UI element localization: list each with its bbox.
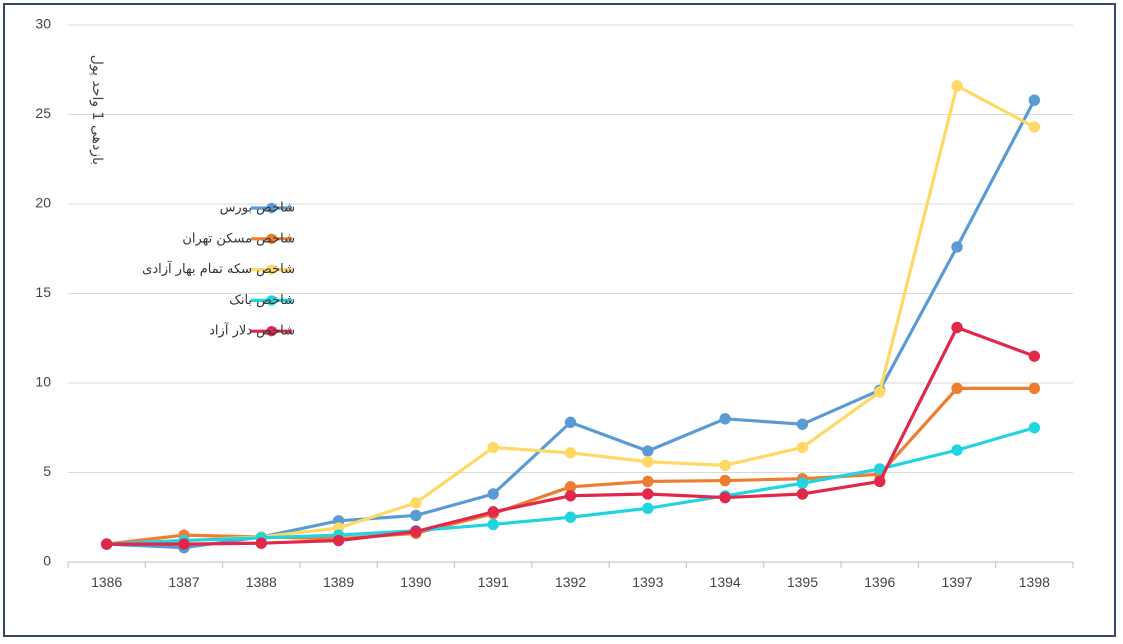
data-point: [951, 80, 963, 92]
y-axis-label: بازدهی 1 واحد پول: [89, 55, 105, 165]
legend-label: شاخص مسکن تهران: [182, 231, 295, 246]
legend-swatch-marker: [266, 202, 277, 214]
data-point: [874, 475, 886, 488]
data-point: [1028, 121, 1041, 133]
grid-lines: [68, 24, 1073, 473]
y-tick-label: 15: [35, 284, 51, 300]
chart-frame: 0 5 10 15 20 25 30 1386 1387 1388 1389 1390 1391 1392…: [3, 3, 1116, 637]
data-point: [564, 416, 577, 429]
y-tick-label: 25: [35, 105, 51, 121]
legend: شاخص بورس شاخص مسکن تهران شاخص سکه تمام به…: [142, 201, 295, 339]
x-tick-label: 1390: [400, 574, 431, 590]
x-tick-label: 1388: [246, 574, 277, 590]
legend-label: شاخص دلار آزاد: [209, 322, 295, 339]
series-4: [100, 321, 1041, 550]
line-chart: 0 5 10 15 20 25 30 1386 1387 1388 1389 1390 1391 1392…: [35, 16, 1074, 590]
data-point: [719, 474, 731, 487]
data-point: [1028, 422, 1041, 434]
legend-item: شاخص بانک: [229, 293, 295, 308]
data-point: [564, 490, 577, 502]
legend-label: شاخص بورس: [220, 201, 295, 216]
data-point: [564, 511, 577, 523]
legend-label: شاخص سکه تمام بهار آزادی: [142, 260, 295, 277]
data-point: [564, 447, 577, 459]
x-tick-label: 1393: [632, 574, 663, 590]
x-tick-label: 1392: [555, 574, 586, 590]
data-point: [796, 418, 809, 430]
legend-swatch-marker: [266, 295, 277, 306]
y-tick-label: 10: [35, 374, 51, 390]
legend-item: شاخص بورس: [220, 201, 295, 216]
series-lines: [100, 80, 1041, 554]
legend-swatch-marker: [266, 233, 277, 244]
legend-swatch-marker: [266, 264, 277, 275]
x-tick-label: 1389: [323, 574, 354, 590]
data-point: [410, 509, 422, 522]
x-tick-label: 1394: [710, 574, 741, 590]
data-point: [719, 413, 731, 425]
data-point: [719, 459, 731, 472]
data-point: [487, 518, 499, 531]
x-tick-label: 1398: [1019, 574, 1050, 590]
x-tick-label: 1395: [787, 574, 818, 590]
data-point: [487, 441, 499, 454]
data-point: [178, 538, 190, 550]
y-tick-label: 30: [35, 16, 51, 32]
legend-swatch-marker: [266, 326, 277, 337]
data-point: [642, 502, 654, 514]
data-point: [410, 525, 422, 538]
data-point: [410, 497, 422, 509]
x-tick-label: 1396: [864, 574, 895, 590]
legend-label: شاخص بانک: [229, 293, 295, 308]
data-point: [642, 445, 654, 457]
x-tick-label: 1387: [168, 574, 199, 590]
data-point: [1028, 350, 1041, 362]
series-line: [105, 84, 1036, 546]
data-point: [951, 321, 963, 334]
data-point: [951, 444, 963, 456]
data-point: [487, 506, 499, 518]
data-point: [796, 477, 809, 489]
y-tick-label: 20: [35, 195, 51, 211]
y-tick-label: 5: [43, 463, 51, 479]
data-point: [332, 534, 345, 547]
data-point: [874, 386, 886, 398]
data-point: [1028, 382, 1041, 395]
data-point: [487, 488, 499, 500]
x-tick-label: 1397: [941, 574, 972, 590]
legend-item: شاخص دلار آزاد: [209, 322, 295, 339]
legend-item: شاخص مسکن تهران: [182, 231, 295, 246]
data-point: [719, 491, 731, 504]
data-point: [1028, 94, 1041, 106]
data-point: [796, 441, 809, 454]
legend-item: شاخص سکه تمام بهار آزادی: [142, 260, 295, 277]
data-point: [642, 488, 654, 500]
x-tick-label: 1391: [478, 574, 509, 590]
series-1: [100, 382, 1041, 550]
x-tick-label: 1386: [91, 574, 122, 590]
data-point: [255, 537, 267, 549]
data-point: [796, 488, 809, 500]
axes: 0 5 10 15 20 25 30 1386 1387 1388 1389 1390 1391 1392…: [35, 16, 1074, 590]
data-point: [100, 538, 113, 550]
data-point: [951, 241, 963, 253]
series-2: [100, 80, 1041, 550]
data-point: [642, 475, 654, 488]
data-point: [951, 382, 963, 395]
data-point: [642, 456, 654, 468]
y-tick-label: 0: [43, 553, 51, 569]
